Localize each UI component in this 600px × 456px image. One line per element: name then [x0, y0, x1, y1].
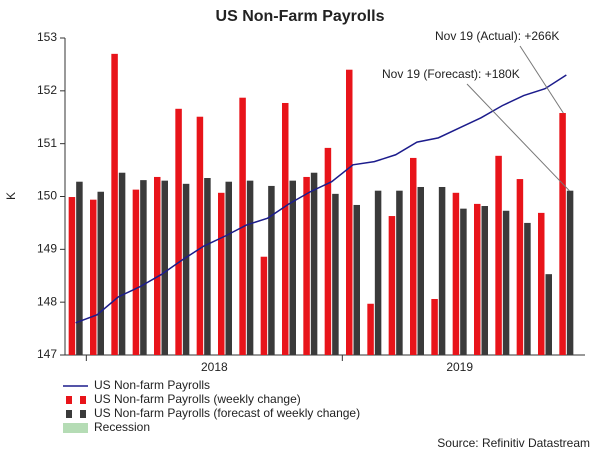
- bar: [310, 172, 318, 355]
- legend-swatch: [63, 423, 88, 433]
- bar: [132, 189, 140, 355]
- bar: [196, 116, 204, 355]
- bar: [417, 186, 424, 355]
- bar: [545, 274, 552, 355]
- bar: [97, 191, 104, 355]
- bar: [388, 216, 396, 355]
- bar: [502, 210, 510, 355]
- y-axis-label: K: [4, 192, 18, 200]
- bar: [68, 197, 76, 355]
- y-tick-label: 153: [37, 30, 57, 44]
- bar: [538, 212, 545, 355]
- legend-label: Recession: [94, 420, 150, 434]
- y-tick-label: 149: [37, 242, 57, 256]
- y-tick-label: 150: [37, 189, 57, 203]
- bar: [154, 176, 161, 355]
- bar: [452, 192, 460, 355]
- legend-label: US Non-farm Payrolls: [94, 378, 210, 392]
- legend-swatch: [66, 410, 72, 418]
- bar: [460, 208, 467, 355]
- bar: [324, 147, 332, 355]
- bar: [524, 222, 531, 355]
- bar: [431, 298, 438, 355]
- legend-swatch: [80, 410, 86, 418]
- bar: [161, 180, 168, 355]
- bar: [218, 192, 225, 355]
- bar: [332, 193, 339, 355]
- bar: [90, 199, 97, 355]
- x-group-label: 2018: [201, 360, 228, 374]
- chart-title: US Non-Farm Payrolls: [216, 8, 385, 25]
- bar: [246, 180, 254, 355]
- bar: [118, 172, 126, 355]
- annotation: Nov 19 (Actual): +266K: [435, 29, 559, 43]
- bar: [260, 256, 268, 355]
- bar: [410, 157, 417, 355]
- source: Source: Refinitiv Datastream: [437, 436, 590, 450]
- legend-swatch: [66, 396, 72, 404]
- bar: [204, 178, 211, 355]
- bar: [111, 53, 118, 355]
- y-tick-label: 148: [37, 294, 57, 308]
- y-tick-label: 147: [37, 347, 57, 361]
- legend-label: US Non-farm Payrolls (forecast of weekly…: [94, 406, 360, 420]
- annotation: Nov 19 (Forecast): +180K: [382, 67, 520, 81]
- bar: [282, 102, 289, 355]
- legend-swatch: [80, 396, 86, 404]
- bar: [353, 204, 360, 355]
- bar: [559, 113, 566, 355]
- y-tick-label: 152: [37, 83, 57, 97]
- bar: [367, 303, 374, 355]
- bar: [182, 183, 190, 355]
- bar: [495, 155, 502, 355]
- annotation-leader: [466, 83, 570, 192]
- bar: [516, 179, 524, 355]
- y-tick-label: 151: [37, 136, 57, 150]
- bar: [374, 190, 382, 355]
- x-group-label: 2019: [446, 360, 473, 374]
- bar: [225, 181, 232, 355]
- bar: [346, 69, 353, 355]
- legend-label: US Non-farm Payrolls (weekly change): [94, 392, 301, 406]
- bar: [396, 190, 403, 355]
- bar: [566, 190, 574, 355]
- bar: [474, 203, 481, 355]
- bar: [289, 180, 296, 355]
- bar: [76, 181, 83, 355]
- annotation-leader: [519, 45, 564, 114]
- bar: [481, 206, 488, 355]
- bar: [268, 185, 275, 355]
- bar: [175, 108, 182, 356]
- bar: [438, 186, 446, 355]
- bar: [140, 180, 147, 355]
- line: [75, 74, 567, 324]
- bar: [303, 176, 310, 355]
